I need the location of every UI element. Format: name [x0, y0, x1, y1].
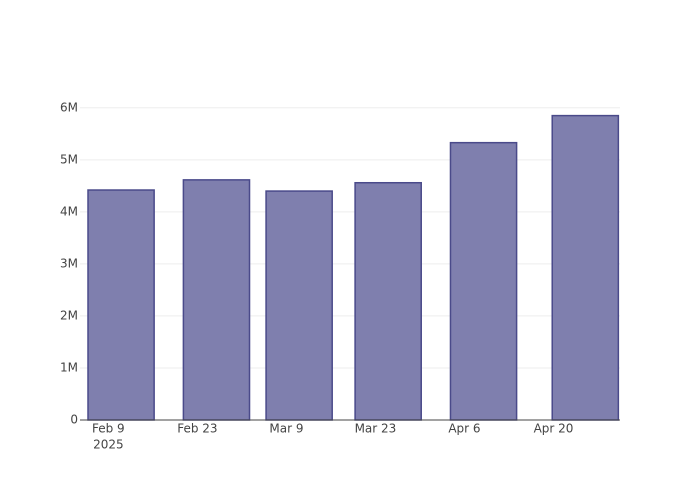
- bar: [551, 114, 620, 421]
- y-tick-label: 1M: [60, 360, 78, 374]
- y-tick-label: 0: [70, 413, 78, 427]
- y-tick-label: 4M: [60, 204, 78, 218]
- y-tick-label: 3M: [60, 256, 78, 270]
- x-year-label: 2025: [93, 438, 124, 452]
- bar: [449, 141, 518, 421]
- x-tick-label: Feb 23: [177, 422, 217, 436]
- bar: [87, 189, 155, 421]
- x-tick-label: Mar 23: [355, 422, 397, 436]
- bar: [182, 179, 251, 421]
- y-tick-label: 5M: [60, 152, 78, 166]
- bar: [265, 190, 333, 421]
- bar: [354, 181, 422, 421]
- x-tick-label: Apr 20: [534, 422, 574, 436]
- x-tick-label: Feb 9: [92, 422, 125, 436]
- y-tick-label: 2M: [60, 308, 78, 322]
- y-tick-label: 6M: [60, 100, 78, 114]
- x-tick-label: Mar 9: [269, 422, 303, 436]
- x-tick-label: Apr 6: [448, 422, 480, 436]
